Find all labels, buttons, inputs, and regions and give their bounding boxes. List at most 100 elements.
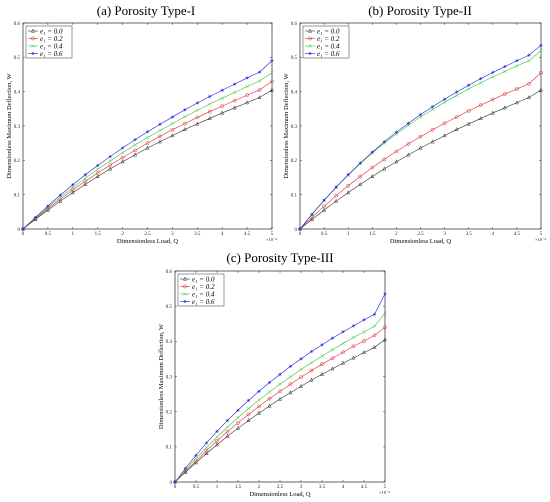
y-tick-label: 0 xyxy=(18,228,21,233)
x-tick-label: 2.5 xyxy=(417,232,424,237)
data-point xyxy=(382,140,386,144)
data-point xyxy=(527,81,531,86)
data-point xyxy=(372,333,377,338)
data-point xyxy=(157,139,162,144)
x-tick-label: 0 xyxy=(299,232,302,237)
data-point xyxy=(58,198,63,203)
data-point xyxy=(319,371,325,376)
data-point xyxy=(83,173,87,177)
legend-label: e₁ = 0.6 xyxy=(40,50,63,58)
data-point xyxy=(322,204,326,209)
data-point xyxy=(442,100,447,105)
data-point xyxy=(225,429,230,434)
x-tick-label: 3.5 xyxy=(466,232,473,237)
data-point xyxy=(538,87,544,92)
legend-label: e₁ = 0.0 xyxy=(317,27,340,35)
data-point xyxy=(394,159,399,164)
data-point xyxy=(215,435,219,439)
x-tick-label: 1 xyxy=(347,232,350,237)
data-point xyxy=(299,357,303,361)
series-line xyxy=(22,81,273,230)
data-point xyxy=(383,292,387,296)
data-point xyxy=(309,368,314,373)
x-tick-label: 2.5 xyxy=(277,485,284,490)
data-point xyxy=(220,96,224,100)
data-point xyxy=(267,403,272,408)
legend-marker xyxy=(308,36,312,41)
data-point xyxy=(45,207,50,212)
data-point xyxy=(120,155,125,160)
chart-panel-2: (b) Porosity Type-II 0 0.5 1 1.5 2 2.5 3 3.5 4 4.5… xyxy=(283,3,546,245)
data-point xyxy=(145,135,150,140)
data-point xyxy=(257,79,262,83)
y-tick-label: 0.5 xyxy=(166,305,173,310)
x-exponent-label: ×10⁻⁴ xyxy=(266,237,277,242)
data-point xyxy=(351,355,356,360)
data-point xyxy=(145,141,150,146)
legend: e₁ = 0.0e₁ = 0.2e₁ = 0.4e₁ = 0.6 xyxy=(25,25,73,59)
x-tick-label: 3 xyxy=(171,232,174,237)
x-tick-label: 1 xyxy=(216,485,219,490)
data-point xyxy=(145,145,150,150)
data-point xyxy=(430,105,435,109)
data-point xyxy=(194,459,198,463)
data-point xyxy=(430,107,435,112)
data-point xyxy=(361,350,367,355)
data-point xyxy=(370,173,375,178)
data-point xyxy=(71,185,75,190)
data-point xyxy=(158,128,162,133)
legend-marker xyxy=(31,51,35,56)
data-point xyxy=(58,197,63,201)
data-point xyxy=(362,318,366,322)
data-point xyxy=(183,468,188,472)
data-point xyxy=(526,95,531,100)
series-2 xyxy=(21,79,274,231)
data-point xyxy=(207,109,212,114)
data-point xyxy=(443,97,447,101)
data-point xyxy=(430,127,435,132)
x-axis-label: Dimensionless Load, Q xyxy=(117,238,179,245)
data-point xyxy=(225,425,230,429)
legend-label: e₁ = 0.4 xyxy=(317,42,340,50)
data-point xyxy=(370,150,374,154)
data-point xyxy=(215,439,219,443)
data-point xyxy=(236,415,240,420)
data-point xyxy=(83,181,88,186)
chart-title: (b) Porosity Type-II xyxy=(368,3,472,18)
x-tick-label: 3.5 xyxy=(319,485,326,490)
x-tick-label: 0.5 xyxy=(321,232,328,237)
data-point xyxy=(195,121,200,126)
legend-marker xyxy=(183,292,187,296)
data-point xyxy=(195,108,200,112)
y-tick-label: 0.2 xyxy=(14,159,21,164)
data-point xyxy=(502,105,507,110)
data-point xyxy=(270,59,274,63)
data-point xyxy=(362,330,366,334)
chart-panel-1: (a) Porosity Type-I 0 0.5 1 1.5 2 2.5 3 3.5 4 4.5 5… xyxy=(6,3,277,245)
data-point xyxy=(491,75,495,79)
data-point xyxy=(330,366,335,371)
x-tick-label: 4 xyxy=(492,232,495,237)
series-line xyxy=(299,72,542,230)
data-point xyxy=(33,215,38,219)
x-tick-label: 2 xyxy=(121,232,124,237)
data-point xyxy=(382,337,388,342)
data-point xyxy=(539,70,543,75)
data-point xyxy=(269,87,275,92)
data-point xyxy=(182,126,187,131)
y-axis-label: Dimensionless Maximum Deflection, W xyxy=(158,323,165,429)
x-tick-label: 4.5 xyxy=(361,485,368,490)
y-tick-label: 0.3 xyxy=(14,125,21,130)
x-tick-label: 5 xyxy=(384,485,387,490)
data-point xyxy=(503,92,507,96)
legend-marker xyxy=(183,299,187,304)
data-point xyxy=(257,95,262,100)
data-point xyxy=(133,143,137,147)
data-point xyxy=(233,82,237,86)
data-point xyxy=(346,183,351,188)
data-point xyxy=(330,347,335,352)
legend-label: e₁ = 0.2 xyxy=(192,283,215,291)
series-3 xyxy=(298,48,543,231)
data-point xyxy=(362,339,366,343)
data-point xyxy=(341,350,345,355)
